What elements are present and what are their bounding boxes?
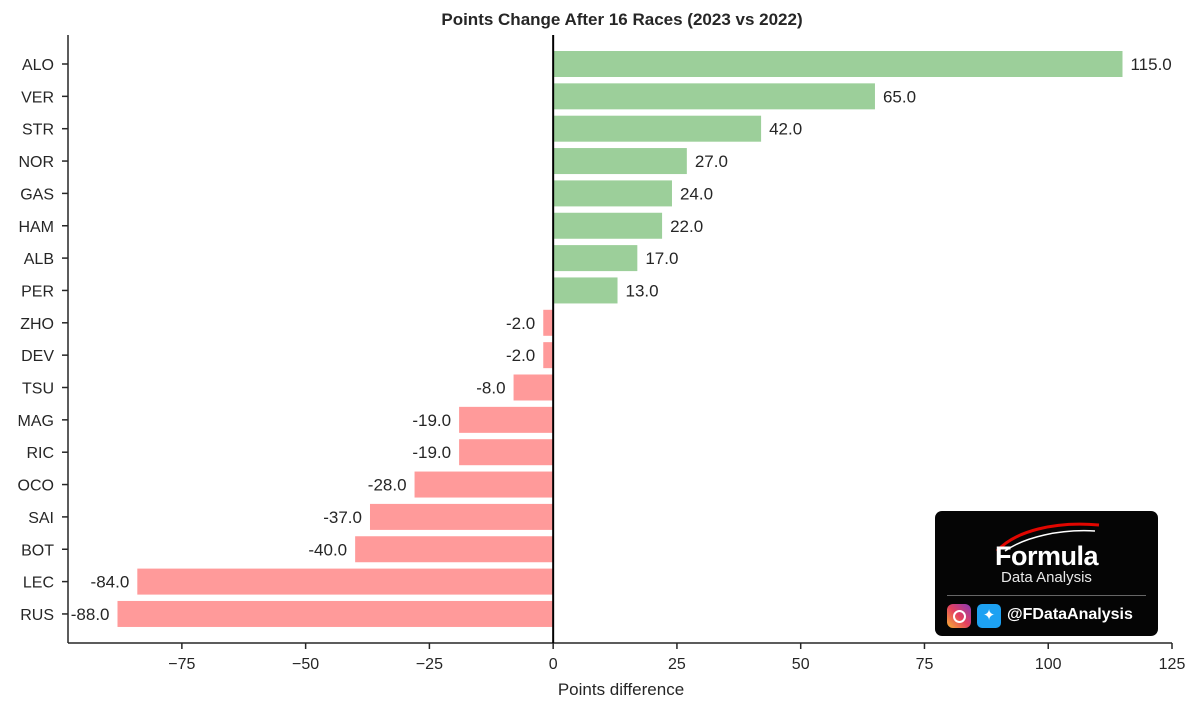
bars-group: 115.0 65.0 42.0 27.0 24.0 22.0 17.0 13.0 -2.0 -2.… — [71, 51, 1172, 627]
data-label-nor: 27.0 — [695, 152, 728, 171]
y-tick-label-alo: ALO — [22, 57, 54, 74]
y-tick-label-alb: ALB — [24, 251, 54, 268]
y-tick-label-sai: SAI — [28, 510, 54, 527]
data-label-oco: -28.0 — [368, 476, 407, 495]
y-tick-label-ver: VER — [21, 89, 54, 106]
y-tick-label-str: STR — [22, 122, 54, 139]
data-label-alb: 17.0 — [645, 249, 678, 268]
data-label-per: 13.0 — [626, 281, 659, 300]
y-tick-label-oco: OCO — [18, 478, 54, 495]
x-tick-label-0: 0 — [549, 656, 558, 673]
y-tick-label-mag: MAG — [18, 413, 54, 430]
bar-mag — [459, 406, 554, 433]
y-tick-label-rus: RUS — [20, 607, 54, 624]
x-tick-label-25: 25 — [668, 656, 686, 673]
data-label-lec: -84.0 — [91, 573, 130, 592]
axes-group — [67, 35, 1172, 644]
logo-swoosh — [995, 522, 1100, 553]
y-tick-label-tsu: TSU — [22, 381, 54, 398]
twitter-icon: ✦ — [977, 604, 1001, 628]
y-tick-label-nor: NOR — [18, 154, 54, 171]
bar-bot — [355, 536, 554, 563]
data-label-tsu: -8.0 — [476, 379, 505, 398]
data-label-gas: 24.0 — [680, 184, 713, 203]
data-label-str: 42.0 — [769, 120, 802, 139]
data-label-bot: -40.0 — [308, 540, 347, 559]
x-tick-label-125: 125 — [1159, 656, 1186, 673]
bar-str — [553, 115, 762, 142]
bar-sai — [369, 503, 554, 530]
data-label-zho: -2.0 — [506, 314, 535, 333]
bar-alb — [553, 245, 638, 272]
x-tick-label-100: 100 — [1035, 656, 1062, 673]
brand-logo: Formula Data Analysis ✦ @FDataAnalysis — [935, 511, 1158, 636]
y-tick-label-per: PER — [21, 283, 54, 300]
y-tick-label-dev: DEV — [21, 348, 54, 365]
y-ticks-group: ALO VER STR NOR GAS HAM ALB PER ZHO DEV TSU MAG RIC O… — [18, 57, 68, 624]
bar-nor — [553, 148, 687, 175]
y-tick-label-zho: ZHO — [20, 316, 54, 333]
instagram-icon — [947, 604, 971, 628]
x-tick-label--50: −50 — [292, 656, 319, 673]
data-label-sai: -37.0 — [323, 508, 362, 527]
x-tick-label-50: 50 — [792, 656, 810, 673]
bar-ric — [459, 439, 554, 466]
x-tick-label-75: 75 — [916, 656, 934, 673]
y-tick-label-gas: GAS — [20, 186, 54, 203]
data-label-ver: 65.0 — [883, 87, 916, 106]
x-tick-label--25: −25 — [416, 656, 443, 673]
brand-wordmark-bottom: Data Analysis — [1001, 569, 1092, 586]
brand-wordmark-top: Formula — [994, 541, 1099, 571]
x-tick-label--75: −75 — [168, 656, 195, 673]
y-tick-label-lec: LEC — [23, 575, 54, 592]
bar-zho — [543, 309, 554, 336]
brand-divider — [947, 595, 1146, 596]
data-label-ham: 22.0 — [670, 217, 703, 236]
bar-lec — [137, 568, 554, 595]
data-label-mag: -19.0 — [412, 411, 451, 430]
x-axis-label: Points difference — [558, 680, 684, 699]
bar-per — [553, 277, 618, 304]
bar-oco — [414, 471, 554, 498]
data-label-alo: 115.0 — [1130, 55, 1171, 74]
data-label-dev: -2.0 — [506, 346, 535, 365]
bar-alo — [553, 51, 1123, 77]
bar-tsu — [513, 374, 554, 401]
y-tick-label-ric: RIC — [26, 445, 54, 462]
bar-ver — [553, 83, 875, 110]
bar-gas — [553, 180, 672, 207]
y-tick-label-ham: HAM — [18, 219, 54, 236]
bar-dev — [543, 342, 554, 369]
y-tick-label-bot: BOT — [21, 542, 54, 559]
data-label-ric: -19.0 — [412, 443, 451, 462]
bar-ham — [553, 212, 663, 239]
bar-rus — [117, 600, 554, 627]
brand-handle: @FDataAnalysis — [1007, 606, 1133, 623]
chart-title: Points Change After 16 Races (2023 vs 20… — [441, 10, 802, 29]
x-ticks-group: −75 −50 −25 0 25 50 75 100 125 — [168, 643, 1185, 673]
data-label-rus: -88.0 — [71, 605, 110, 624]
